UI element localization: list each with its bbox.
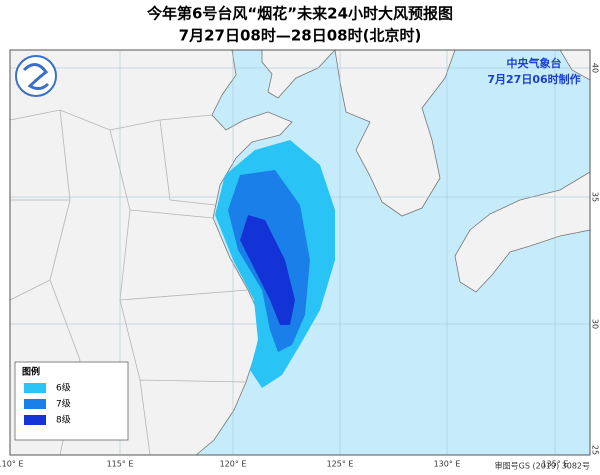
agency-name: 中央气象台 (507, 56, 562, 70)
latitude-label: 25 (591, 445, 600, 455)
land-korea (334, 49, 456, 217)
legend-swatch (24, 383, 46, 393)
land-japan (454, 171, 591, 293)
longitude-label: 135° E (542, 460, 569, 469)
map-subtitle: 7月27日08时—28日08时(北京时) (179, 27, 422, 45)
longitude-label: 125° E (327, 460, 354, 469)
legend-label: 8级 (56, 414, 71, 426)
map-title: 今年第6号台风“烟花”未来24小时大风预报图 (146, 5, 453, 23)
legend-label: 6级 (56, 382, 71, 394)
land-liaoning (261, 49, 336, 99)
approval-number: 审图号GS (2019) 3082号 (495, 461, 590, 471)
frame-border (9, 49, 591, 456)
legend-swatch (24, 415, 46, 425)
issue-time: 7月27日06时制作 (487, 72, 580, 86)
legend: 图例 6级 7级 8级 (14, 361, 129, 441)
logo (15, 55, 57, 97)
legend-label: 7级 (56, 398, 71, 410)
legend-title: 图例 (22, 366, 40, 378)
latitude-label: 35 (591, 192, 600, 202)
wind-zone-8 (240, 215, 295, 325)
land-china (9, 49, 293, 456)
latitude-label: 30 (591, 319, 600, 329)
latitude-label: 40 (591, 63, 600, 73)
longitude-label: 130° E (434, 460, 461, 469)
longitude-label: 120° E (220, 460, 247, 469)
longitude-label: 115° E (107, 460, 134, 469)
legend-swatch (24, 399, 46, 409)
longitude-label: 110° E (0, 460, 23, 469)
